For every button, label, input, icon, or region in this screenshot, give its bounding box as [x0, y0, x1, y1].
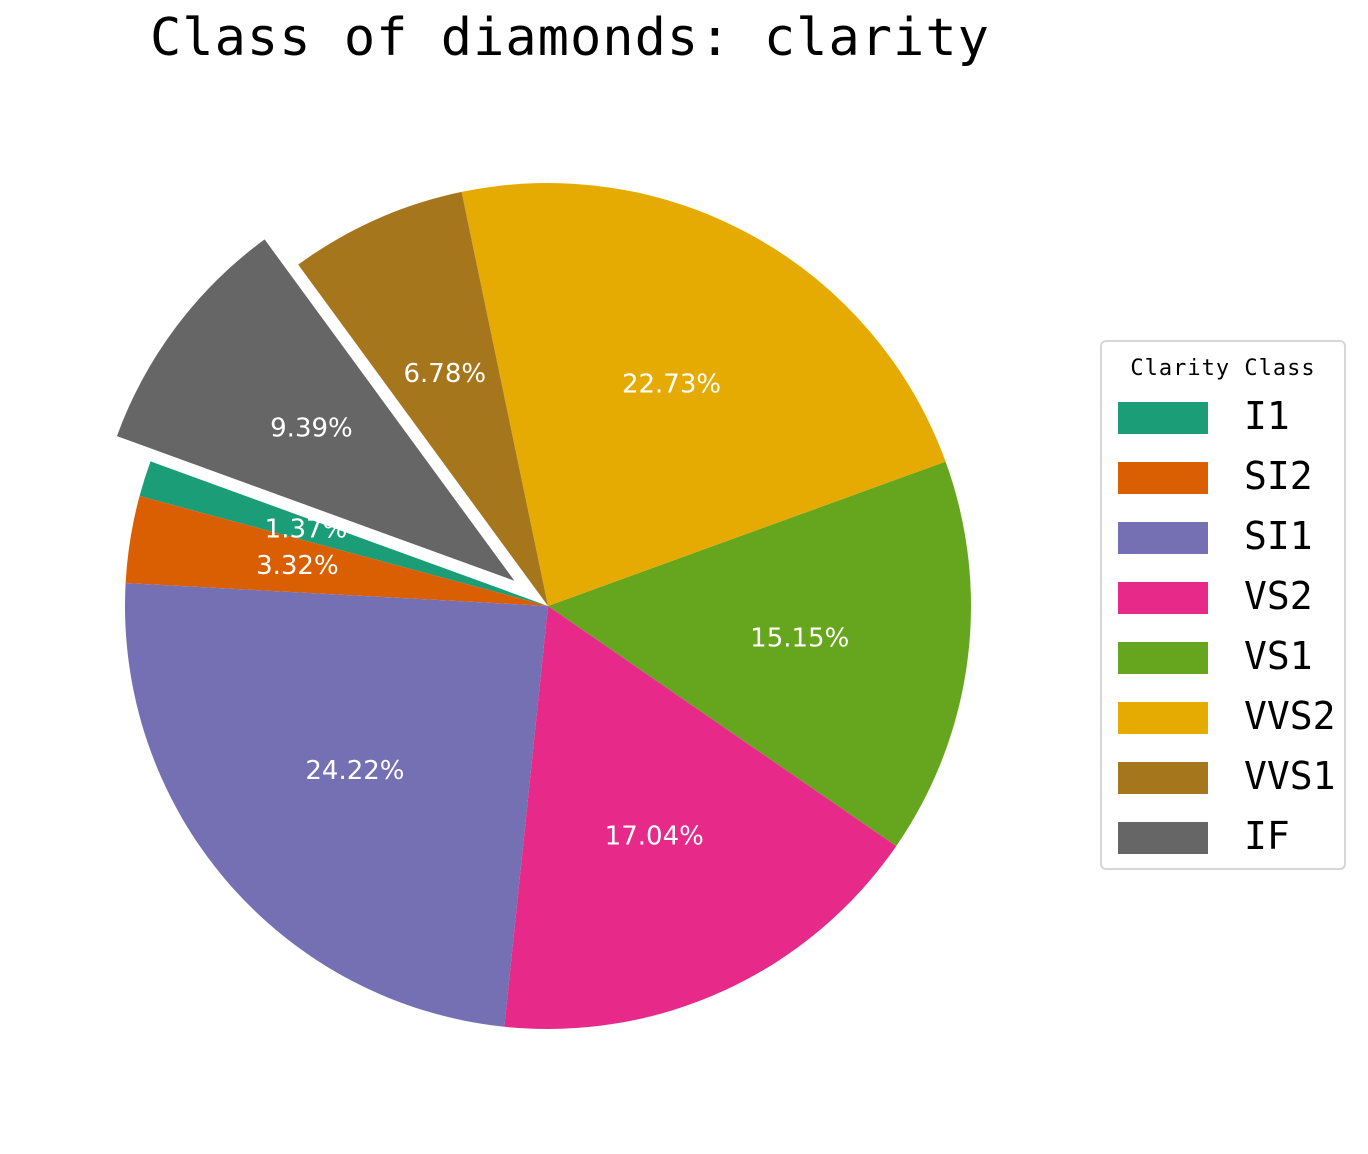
legend-swatch — [1118, 402, 1208, 434]
pie-slice-if — [116, 239, 515, 581]
pie-slice-vvs2 — [461, 183, 946, 606]
legend-swatch — [1118, 462, 1208, 494]
chart-title: Class of diamonds: clarity — [150, 8, 990, 68]
legend-swatch — [1118, 702, 1208, 734]
legend-swatch — [1118, 582, 1208, 614]
pie-label-vvs2: 22.73% — [622, 369, 721, 399]
pie-label-vvs1: 6.78% — [403, 359, 486, 389]
pie-label-si1: 24.22% — [305, 756, 404, 786]
pie-slice-si2 — [125, 496, 548, 606]
pie-percent-labels: 1.37% 3.32% 24.22% 17.04% 15.15% 22.73% 6.78% 9… — [256, 359, 849, 851]
pie-slices — [116, 183, 972, 1030]
legend-label: SI2 — [1244, 454, 1313, 498]
pie-label-vs2: 17.04% — [605, 821, 704, 851]
legend-label: IF — [1244, 814, 1290, 858]
legend-label: SI1 — [1244, 514, 1313, 558]
pie-slice-i1 — [139, 461, 549, 606]
legend-label: VVS2 — [1244, 694, 1336, 738]
pie-slice-vvs1 — [298, 191, 548, 606]
legend: Clarity Class I1 SI2 SI1 VS2 VS1 VVS2 VVS1 IF — [1100, 340, 1346, 870]
legend-label: VS2 — [1244, 574, 1313, 618]
pie-slice-si1 — [125, 583, 548, 1027]
pie-chart: 1.37% 3.32% 24.22% 17.04% 15.15% 22.73% 6.78% 9… — [116, 183, 972, 1030]
legend-title: Clarity Class — [1130, 356, 1316, 381]
pie-label-si2: 3.32% — [256, 551, 339, 581]
legend-swatch — [1118, 762, 1208, 794]
legend-label: VS1 — [1244, 634, 1313, 678]
legend-swatch — [1118, 642, 1208, 674]
pie-slice-vs1 — [548, 461, 972, 847]
pie-label-vs1: 15.15% — [750, 623, 849, 653]
pie-label-if: 9.39% — [270, 413, 353, 443]
legend-label: I1 — [1244, 394, 1290, 438]
pie-label-i1: 1.37% — [265, 515, 348, 545]
legend-label: VVS1 — [1244, 754, 1336, 798]
legend-swatch — [1118, 522, 1208, 554]
legend-swatch — [1118, 822, 1208, 854]
pie-slice-vs2 — [504, 606, 897, 1030]
